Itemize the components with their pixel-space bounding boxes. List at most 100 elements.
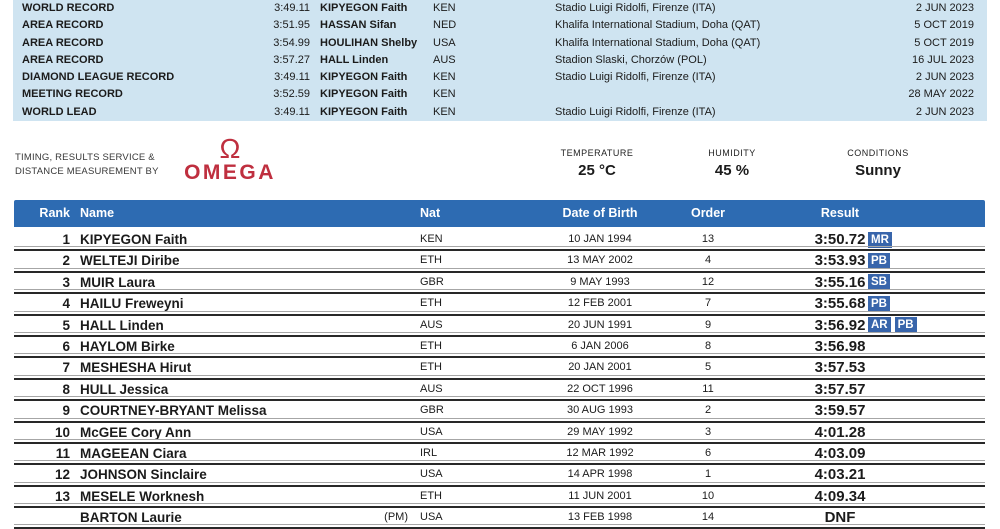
result-badge: PB <box>868 295 890 312</box>
athlete-order: 12 <box>701 275 715 288</box>
record-athlete: KIPYEGON Faith <box>320 71 408 84</box>
result-row: BARTON Laurie (PM) USA 13 FEB 1998 14 DNF <box>14 508 985 529</box>
athlete-result: 3:57.53 <box>814 359 866 377</box>
record-date: 5 OCT 2019 <box>914 36 974 49</box>
athlete-nationality: KEN <box>420 230 443 249</box>
record-time: 3:57.27 <box>273 53 310 66</box>
nationality-code: AUS <box>420 318 443 331</box>
athlete-name: COURTNEY-BRYANT Melissa <box>80 403 267 419</box>
athlete-rank: 9 <box>62 403 70 419</box>
athlete-order: 5 <box>704 361 712 374</box>
athlete-nationality: ETH <box>420 251 442 270</box>
athlete-order: 9 <box>704 318 712 331</box>
athlete-nationality: ETH <box>420 358 442 377</box>
athlete-result: 3:50.72 <box>814 231 866 248</box>
athlete-result: 3:55.16 <box>814 273 866 291</box>
athlete-name: HAILU Freweyni <box>80 296 184 312</box>
nationality-code: AUS <box>420 382 443 395</box>
athlete-date-of-birth: 13 MAY 2002 <box>567 254 633 267</box>
result-badge: MR <box>868 231 892 248</box>
athlete-date-of-birth: 6 JAN 2006 <box>571 339 629 352</box>
nationality-code: ETH <box>420 339 442 352</box>
nationality-code: ETH <box>420 254 442 267</box>
athlete-nationality: USA <box>420 465 443 484</box>
athlete-nationality: (PM) USA <box>384 508 442 527</box>
record-venue: Stadion Slaski, Chorzów (POL) <box>555 53 707 66</box>
record-row: WORLD LEAD 3:49.11 KIPYEGON Faith KEN St… <box>13 104 987 121</box>
athlete-order: 13 <box>701 233 715 245</box>
result-row: 13 MESELE Worknesh ETH 11 JUN 2001 10 4:… <box>14 487 985 509</box>
athlete-date-of-birth: 29 MAY 1992 <box>567 425 633 438</box>
athlete-date-of-birth: 11 JUN 2001 <box>568 489 632 502</box>
athlete-order: 14 <box>701 511 715 524</box>
athlete-order: 7 <box>704 297 712 310</box>
record-row: DIAMOND LEAGUE RECORD 3:49.11 KIPYEGON F… <box>13 69 987 86</box>
athlete-nationality: ETH <box>420 487 442 506</box>
nationality-code: ETH <box>420 361 442 374</box>
record-time: 3:54.99 <box>273 36 310 49</box>
athlete-nationality: GBR <box>420 273 444 292</box>
result-badge: PB <box>868 252 890 269</box>
athlete-rank: 4 <box>62 296 70 312</box>
athlete-date-of-birth: 20 JAN 2001 <box>568 361 632 374</box>
athlete-order: 4 <box>704 254 712 267</box>
record-nationality: USA <box>433 36 456 49</box>
result-row: 4 HAILU Freweyni ETH 12 FEB 2001 7 3:55.… <box>14 294 985 316</box>
timing-provider-line1: TIMING, RESULTS SERVICE & <box>15 152 155 163</box>
athlete-rank: 12 <box>54 467 70 483</box>
athlete-date-of-birth: 12 MAR 1992 <box>566 446 634 459</box>
athlete-result: 3:59.57 <box>814 402 866 420</box>
result-row: 10 McGEE Cory Ann USA 29 MAY 1992 3 4:01… <box>14 423 985 444</box>
result-row: 3 MUIR Laura GBR 9 MAY 1993 12 3:55.16 S… <box>14 273 985 295</box>
athlete-nationality: USA <box>420 423 443 442</box>
result-badges: PB <box>868 251 890 270</box>
result-row: 2 WELTEJI Diribe ETH 13 MAY 2002 4 3:53.… <box>14 251 985 273</box>
weather-temperature: TEMPERATURE 25 °C <box>561 148 634 179</box>
result-row: 11 MAGEEAN Ciara IRL 12 MAR 1992 6 4:03.… <box>14 444 985 466</box>
athlete-rank: 3 <box>62 274 70 290</box>
omega-symbol-icon: Ω <box>219 133 241 164</box>
record-date: 28 MAY 2022 <box>908 88 974 101</box>
header-rank: Rank <box>39 206 70 220</box>
athlete-rank: 11 <box>55 445 70 461</box>
athlete-result: DNF <box>824 509 856 527</box>
omega-wordmark: OMEGA <box>184 161 276 184</box>
record-row: AREA RECORD 3:57.27 HALL Linden AUS Stad… <box>13 52 987 69</box>
athlete-date-of-birth: 9 MAY 1993 <box>570 275 630 288</box>
result-row: 7 MESHESHA Hirut ETH 20 JAN 2001 5 3:57.… <box>14 358 985 380</box>
record-type-label: MEETING RECORD <box>22 88 123 101</box>
nationality-code: KEN <box>420 233 443 245</box>
record-venue: Stadio Luigi Ridolfi, Firenze (ITA) <box>555 105 716 118</box>
athlete-result: 3:57.57 <box>814 380 866 398</box>
athlete-result: 4:01.28 <box>814 423 866 441</box>
result-row: 6 HAYLOM Birke ETH 6 JAN 2006 8 3:56.98 <box>14 337 985 359</box>
athlete-rank: 13 <box>54 488 70 504</box>
humidity-label: HUMIDITY <box>708 148 756 158</box>
nationality-code: ETH <box>420 489 442 502</box>
athlete-order: 6 <box>704 446 712 459</box>
result-badge: AR <box>868 317 891 334</box>
conditions-label: CONDITIONS <box>847 148 909 158</box>
record-date: 16 JUL 2023 <box>912 53 974 66</box>
athlete-name: MESELE Worknesh <box>80 488 205 504</box>
athlete-rank <box>14 508 70 527</box>
athlete-rank: 8 <box>62 381 70 397</box>
record-athlete: KIPYEGON Faith <box>320 88 408 101</box>
nationality-code: GBR <box>420 404 444 417</box>
athlete-name: KIPYEGON Faith <box>80 232 188 247</box>
record-nationality: KEN <box>433 71 456 84</box>
result-badges: PB <box>868 294 890 313</box>
temperature-label: TEMPERATURE <box>560 148 634 158</box>
record-nationality: KEN <box>433 2 456 14</box>
record-type-label: AREA RECORD <box>22 36 104 49</box>
athlete-order: 8 <box>704 339 712 352</box>
athlete-nationality: AUS <box>420 380 443 399</box>
weather-humidity: HUMIDITY 45 % <box>708 148 756 179</box>
athlete-name: HAYLOM Birke <box>80 338 175 354</box>
record-athlete: HASSAN Sifan <box>320 19 397 32</box>
record-athlete: HOULIHAN Shelby <box>320 36 418 49</box>
record-row: AREA RECORD 3:51.95 HASSAN Sifan NED Kha… <box>13 17 987 34</box>
athlete-order: 3 <box>704 425 712 438</box>
athlete-result: 3:53.93 <box>814 252 866 270</box>
record-nationality: KEN <box>433 105 456 118</box>
